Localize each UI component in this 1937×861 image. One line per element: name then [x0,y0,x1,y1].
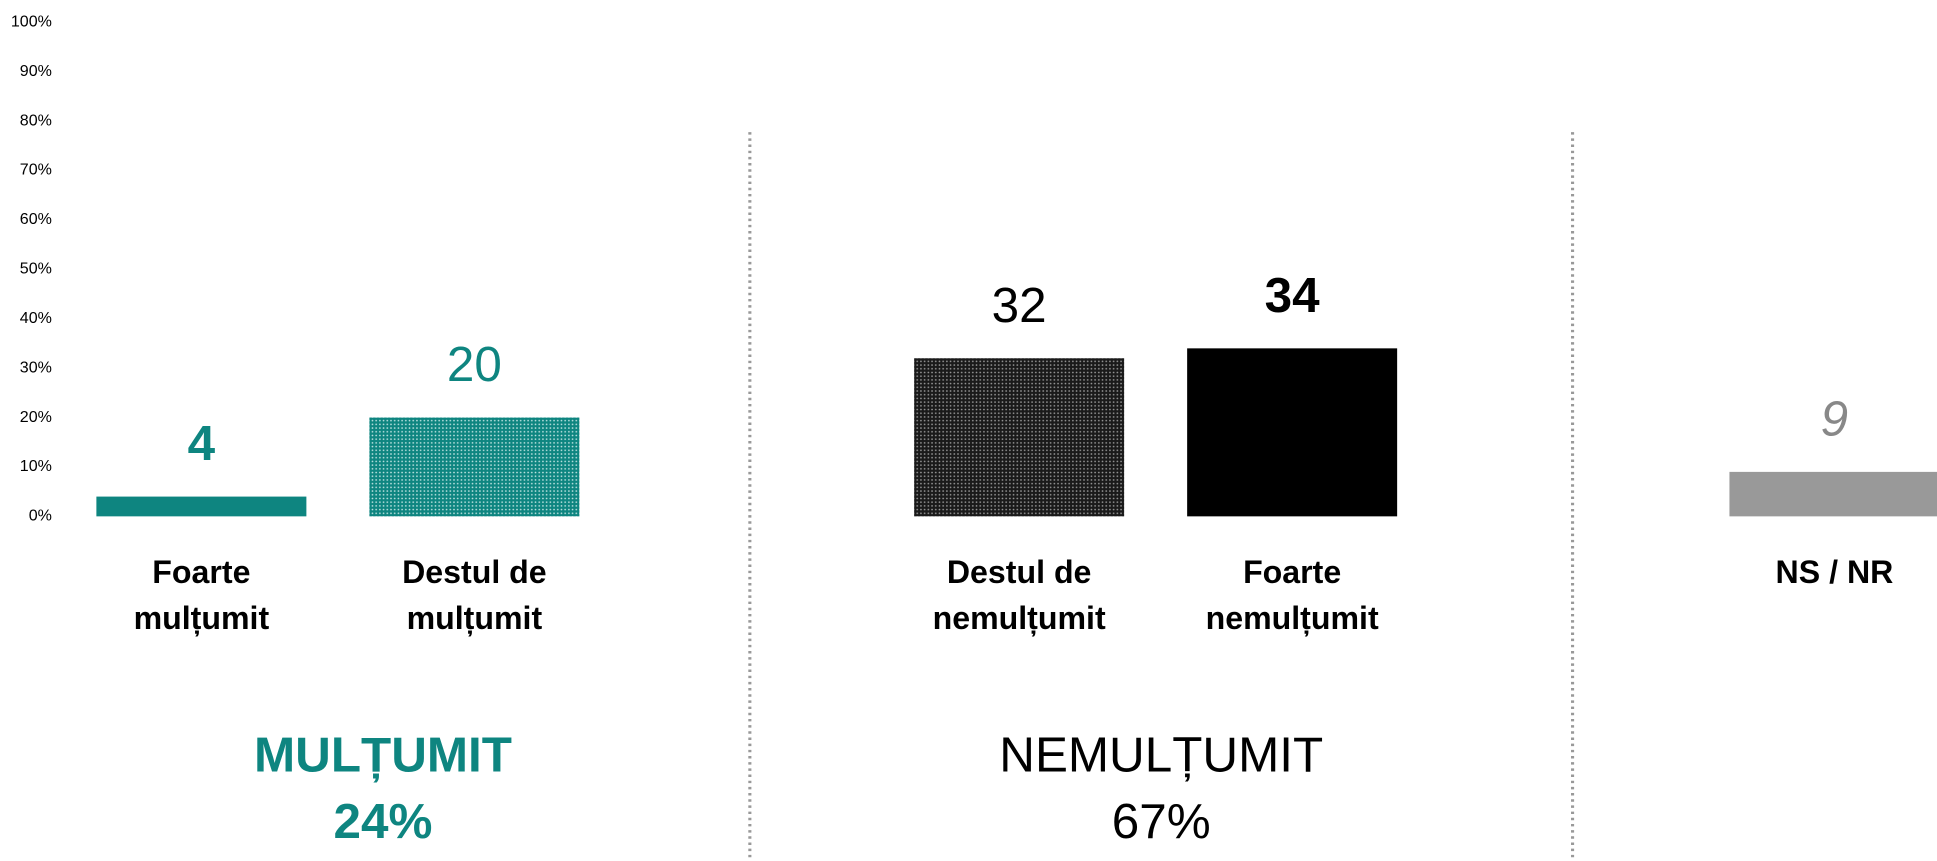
value-label: 32 [992,278,1047,333]
value-label: 20 [447,337,502,392]
y-tick-label: 80% [20,111,52,129]
value-label: 9 [1821,392,1848,447]
category-label-box: Foarte nemulțumit [1205,553,1379,637]
y-tick-label: 10% [20,457,52,475]
category-label-box: Destul de mulțumit [402,553,547,637]
y-tick-label: 30% [20,358,52,376]
y-tick-label: 90% [20,62,52,80]
group-total: 67% [1112,794,1211,849]
y-tick-label: 20% [20,408,52,426]
y-tick-label: 50% [20,260,52,278]
category-label-box: Foarte mulțumit [133,553,270,637]
bar [1729,471,1937,517]
x-tick-label: Destul de mulțumit [402,553,547,637]
bar [1187,348,1398,517]
value-label: 34 [1265,268,1320,323]
bar [96,496,307,517]
x-tick-label: Foarte mulțumit [133,553,270,637]
group-label: NEMULȚUMIT [999,728,1323,783]
group-label: MULȚUMIT [254,728,512,783]
bar [914,358,1125,517]
y-tick-label: 60% [20,210,52,228]
x-tick-label: Foarte nemulțumit [1205,553,1379,637]
x-tick-label: Destul de nemulțumit [932,553,1106,637]
y-tick-label: 100% [11,12,52,30]
y-tick-label: 0% [29,507,52,525]
group-total: 24% [334,794,433,849]
bar [369,417,580,517]
x-tick-label: NS / NR [1775,553,1894,591]
value-label: 4 [188,416,216,471]
category-label-box: Destul de nemulțumit [932,553,1106,637]
category-label-box: NS / NR [1775,553,1894,591]
y-tick-label: 70% [20,161,52,179]
y-tick-label: 40% [20,309,52,327]
